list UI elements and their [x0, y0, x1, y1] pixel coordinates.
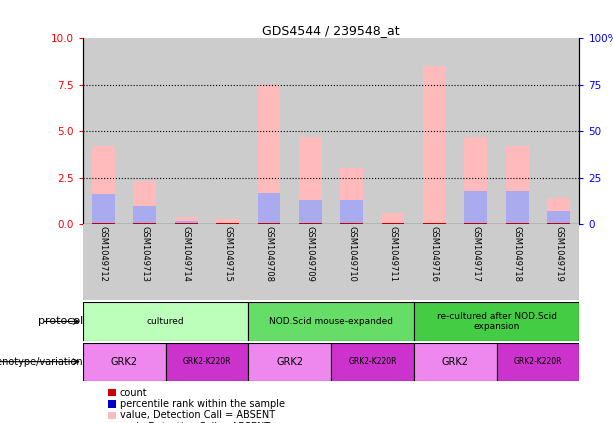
Bar: [134, 223, 156, 224]
Bar: [92, 223, 115, 224]
Bar: [257, 85, 280, 224]
Text: GRK2: GRK2: [110, 357, 138, 367]
Bar: [331, 224, 373, 300]
Text: GSM1049712: GSM1049712: [99, 226, 108, 282]
Bar: [414, 302, 579, 341]
Bar: [166, 38, 207, 224]
Bar: [414, 38, 455, 224]
Text: GSM1049718: GSM1049718: [512, 226, 522, 282]
Text: cultured: cultured: [147, 317, 185, 326]
Bar: [83, 224, 124, 300]
Bar: [166, 224, 207, 300]
Bar: [108, 412, 116, 419]
Text: GSM1049710: GSM1049710: [347, 226, 356, 282]
Bar: [299, 137, 322, 224]
Text: GSM1049715: GSM1049715: [223, 226, 232, 282]
Text: GRK2-K220R: GRK2-K220R: [348, 357, 397, 366]
Bar: [455, 224, 497, 300]
Text: genotype/variation: genotype/variation: [0, 357, 83, 367]
Bar: [340, 168, 363, 224]
Bar: [257, 192, 280, 224]
Bar: [248, 38, 289, 224]
Bar: [414, 224, 455, 300]
Text: rank, Detection Call = ABSENT: rank, Detection Call = ABSENT: [120, 422, 270, 423]
Bar: [497, 343, 579, 381]
Bar: [289, 224, 331, 300]
Text: GSM1049717: GSM1049717: [471, 226, 481, 282]
Bar: [175, 221, 197, 224]
Text: GSM1049719: GSM1049719: [554, 226, 563, 282]
Text: GSM1049714: GSM1049714: [181, 226, 191, 282]
Bar: [340, 200, 363, 224]
Bar: [248, 224, 289, 300]
Bar: [175, 223, 197, 224]
Bar: [216, 223, 239, 224]
Bar: [166, 343, 248, 381]
Text: count: count: [120, 387, 148, 398]
Text: GSM1049711: GSM1049711: [389, 226, 398, 282]
Bar: [497, 224, 538, 300]
Bar: [92, 146, 115, 224]
Bar: [175, 217, 197, 224]
Bar: [340, 223, 363, 224]
Bar: [547, 211, 570, 224]
Text: GSM1049716: GSM1049716: [430, 226, 439, 282]
Bar: [83, 302, 248, 341]
Bar: [455, 38, 497, 224]
Bar: [289, 38, 331, 224]
Bar: [134, 206, 156, 224]
Text: GRK2: GRK2: [441, 357, 469, 367]
Text: percentile rank within the sample: percentile rank within the sample: [120, 399, 285, 409]
Bar: [108, 400, 116, 408]
Text: re-cultured after NOD.Scid
expansion: re-cultured after NOD.Scid expansion: [436, 312, 557, 331]
Bar: [373, 224, 414, 300]
Bar: [547, 198, 570, 224]
Bar: [465, 137, 487, 224]
Bar: [108, 389, 116, 396]
Text: GRK2: GRK2: [276, 357, 303, 367]
Bar: [331, 343, 414, 381]
Bar: [506, 223, 528, 224]
Bar: [207, 224, 248, 300]
Bar: [83, 343, 166, 381]
Bar: [134, 181, 156, 224]
Bar: [382, 223, 405, 224]
Bar: [373, 38, 414, 224]
Text: NOD.Scid mouse-expanded: NOD.Scid mouse-expanded: [269, 317, 393, 326]
Bar: [414, 343, 497, 381]
Text: GRK2-K220R: GRK2-K220R: [183, 357, 231, 366]
Bar: [248, 302, 414, 341]
Bar: [216, 219, 239, 224]
Bar: [423, 66, 446, 224]
Text: value, Detection Call = ABSENT: value, Detection Call = ABSENT: [120, 410, 275, 420]
Bar: [299, 223, 322, 224]
Bar: [257, 223, 280, 224]
Text: protocol: protocol: [37, 316, 83, 327]
Text: GRK2-K220R: GRK2-K220R: [514, 357, 562, 366]
Bar: [506, 191, 528, 224]
Text: GSM1049708: GSM1049708: [264, 226, 273, 282]
Bar: [465, 191, 487, 224]
Bar: [248, 343, 331, 381]
Bar: [538, 224, 579, 300]
Bar: [538, 38, 579, 224]
Bar: [92, 195, 115, 224]
Bar: [423, 223, 446, 224]
Bar: [207, 38, 248, 224]
Title: GDS4544 / 239548_at: GDS4544 / 239548_at: [262, 24, 400, 37]
Bar: [331, 38, 373, 224]
Bar: [124, 224, 166, 300]
Text: GSM1049713: GSM1049713: [140, 226, 150, 282]
Bar: [299, 200, 322, 224]
Bar: [547, 223, 570, 224]
Text: GSM1049709: GSM1049709: [306, 226, 315, 282]
Bar: [83, 38, 124, 224]
Bar: [497, 38, 538, 224]
Bar: [382, 213, 405, 224]
Bar: [506, 146, 528, 224]
Bar: [465, 223, 487, 224]
Bar: [124, 38, 166, 224]
